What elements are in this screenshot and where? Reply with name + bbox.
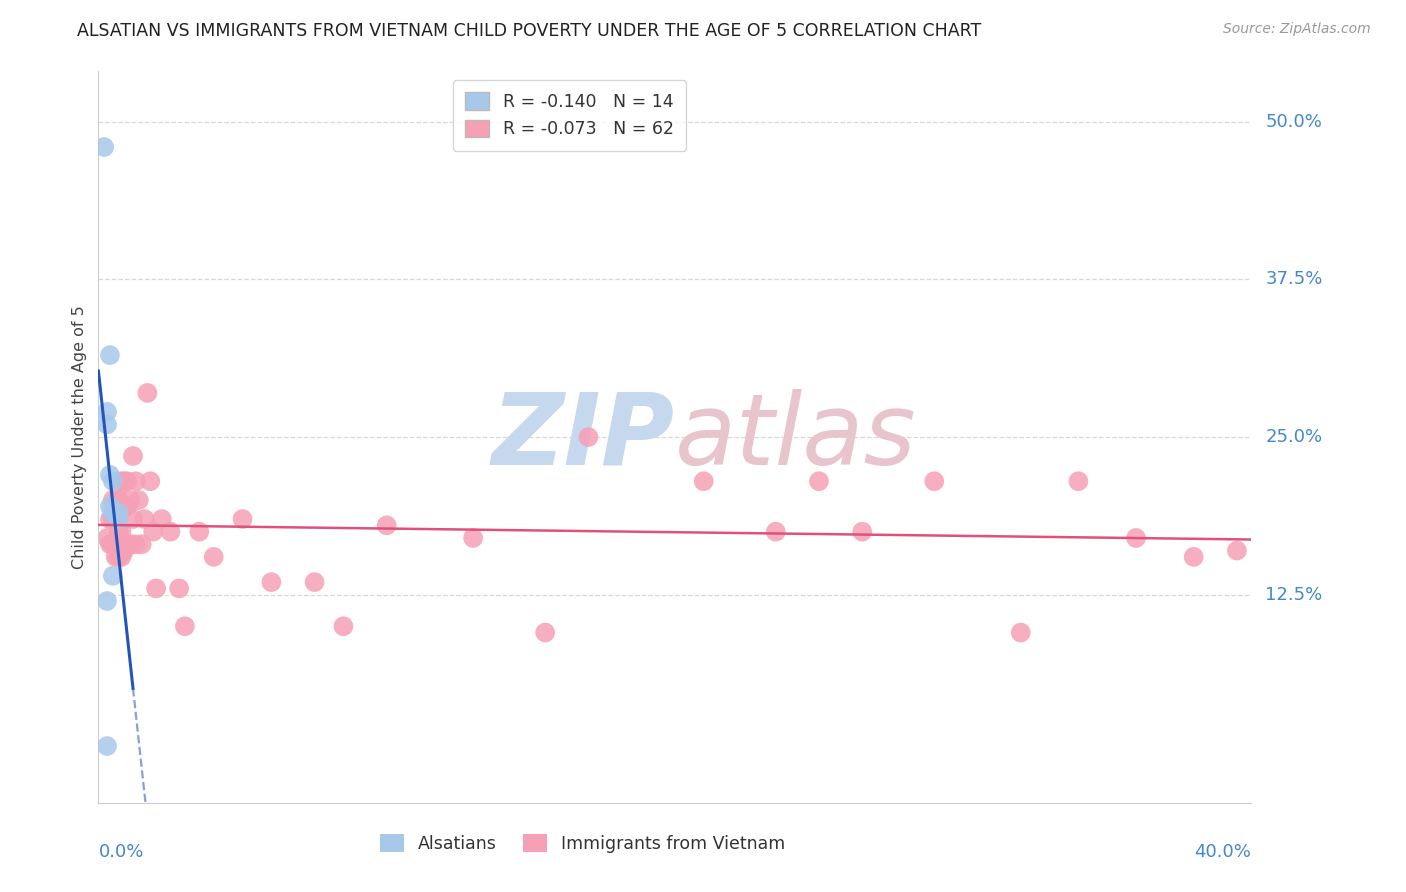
Point bbox=[1125, 531, 1147, 545]
Point bbox=[150, 512, 173, 526]
Point bbox=[174, 619, 197, 633]
Point bbox=[693, 474, 716, 488]
Point bbox=[188, 524, 211, 539]
Point bbox=[98, 467, 121, 482]
Point bbox=[924, 474, 946, 488]
Point bbox=[101, 512, 124, 526]
Point bbox=[101, 569, 124, 583]
Point bbox=[578, 430, 600, 444]
Point bbox=[1226, 543, 1249, 558]
Point bbox=[101, 506, 124, 520]
Point bbox=[96, 417, 118, 432]
Point bbox=[107, 481, 129, 495]
Point bbox=[101, 474, 124, 488]
Point bbox=[117, 500, 139, 514]
Point bbox=[461, 531, 484, 545]
Point bbox=[159, 524, 181, 539]
Point bbox=[202, 549, 225, 564]
Point bbox=[96, 531, 118, 545]
Point bbox=[134, 512, 156, 526]
Text: 40.0%: 40.0% bbox=[1195, 843, 1251, 861]
Point bbox=[101, 537, 124, 551]
Point bbox=[107, 512, 129, 526]
Point bbox=[104, 506, 127, 520]
Point bbox=[93, 140, 115, 154]
Point bbox=[1067, 474, 1090, 488]
Point bbox=[110, 500, 132, 514]
Point bbox=[101, 493, 124, 508]
Text: atlas: atlas bbox=[675, 389, 917, 485]
Point bbox=[1010, 625, 1032, 640]
Point bbox=[112, 474, 135, 488]
Y-axis label: Child Poverty Under the Age of 5: Child Poverty Under the Age of 5 bbox=[72, 305, 87, 569]
Point bbox=[534, 625, 557, 640]
Point bbox=[96, 739, 118, 753]
Point bbox=[98, 500, 121, 514]
Point bbox=[120, 493, 142, 508]
Point bbox=[304, 575, 326, 590]
Text: Source: ZipAtlas.com: Source: ZipAtlas.com bbox=[1223, 22, 1371, 37]
Legend: Alsatians, Immigrants from Vietnam: Alsatians, Immigrants from Vietnam bbox=[373, 827, 793, 860]
Text: 12.5%: 12.5% bbox=[1265, 586, 1323, 604]
Point bbox=[808, 474, 831, 488]
Point bbox=[125, 537, 148, 551]
Point bbox=[98, 537, 121, 551]
Point bbox=[117, 474, 139, 488]
Point bbox=[332, 619, 354, 633]
Point bbox=[110, 549, 132, 564]
Text: 37.5%: 37.5% bbox=[1265, 270, 1323, 288]
Text: ALSATIAN VS IMMIGRANTS FROM VIETNAM CHILD POVERTY UNDER THE AGE OF 5 CORRELATION: ALSATIAN VS IMMIGRANTS FROM VIETNAM CHIL… bbox=[77, 22, 981, 40]
Text: 50.0%: 50.0% bbox=[1265, 112, 1322, 131]
Point bbox=[98, 512, 121, 526]
Point bbox=[145, 582, 167, 596]
Text: ZIP: ZIP bbox=[492, 389, 675, 485]
Point bbox=[104, 512, 127, 526]
Point bbox=[110, 474, 132, 488]
Point bbox=[107, 493, 129, 508]
Point bbox=[101, 506, 124, 520]
Text: 0.0%: 0.0% bbox=[98, 843, 143, 861]
Point bbox=[112, 543, 135, 558]
Point bbox=[117, 537, 139, 551]
Point bbox=[120, 537, 142, 551]
Point bbox=[122, 512, 145, 526]
Point bbox=[131, 537, 153, 551]
Point bbox=[1182, 549, 1205, 564]
Point bbox=[96, 405, 118, 419]
Text: 25.0%: 25.0% bbox=[1265, 428, 1323, 446]
Point bbox=[110, 524, 132, 539]
Point bbox=[851, 524, 873, 539]
Point bbox=[136, 386, 159, 401]
Point bbox=[107, 549, 129, 564]
Point bbox=[98, 348, 121, 362]
Point bbox=[139, 474, 162, 488]
Point bbox=[231, 512, 254, 526]
Point bbox=[112, 500, 135, 514]
Point bbox=[107, 506, 129, 520]
Point bbox=[125, 474, 148, 488]
Point bbox=[104, 537, 127, 551]
Point bbox=[122, 449, 145, 463]
Point bbox=[107, 524, 129, 539]
Point bbox=[765, 524, 787, 539]
Point bbox=[104, 549, 127, 564]
Point bbox=[96, 594, 118, 608]
Point bbox=[128, 493, 150, 508]
Point bbox=[167, 582, 190, 596]
Point bbox=[260, 575, 283, 590]
Point bbox=[375, 518, 398, 533]
Point bbox=[107, 512, 129, 526]
Point bbox=[142, 524, 165, 539]
